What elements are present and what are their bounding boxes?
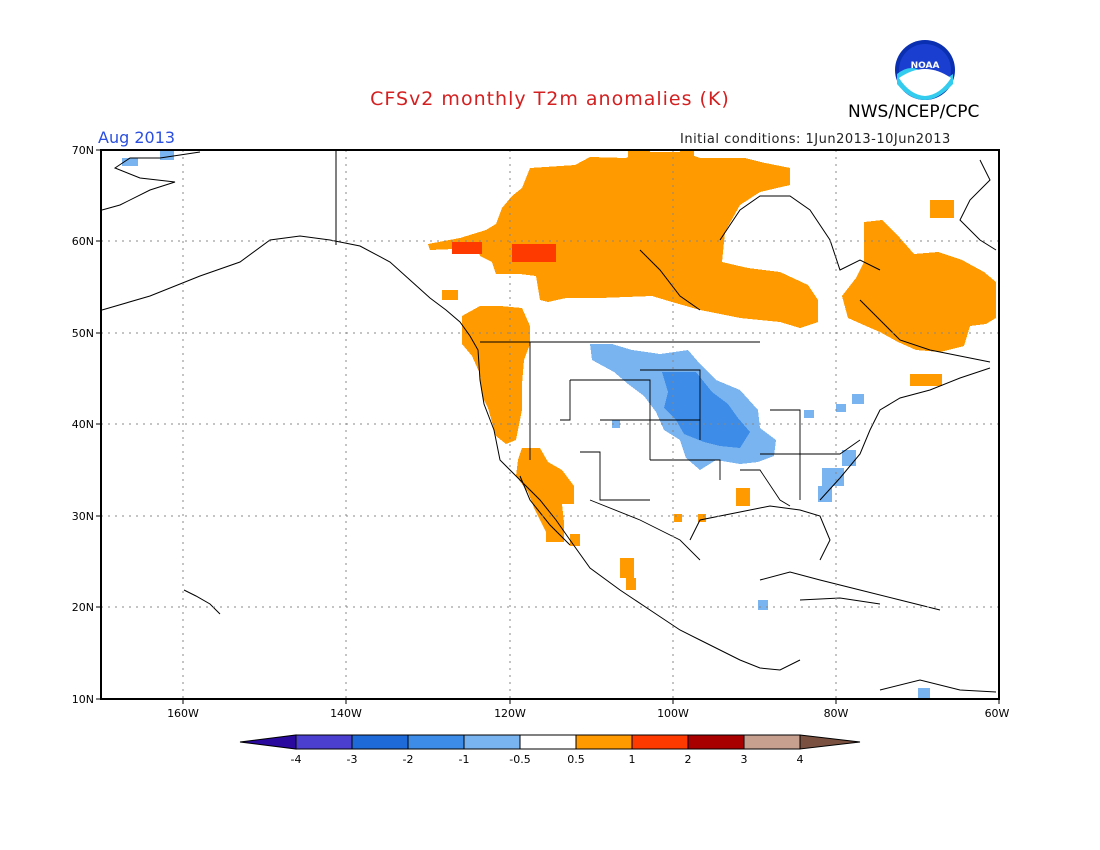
colorbar-swatch xyxy=(743,734,801,750)
initial-conditions: Initial conditions: 1Jun2013-10Jun2013 xyxy=(680,132,951,147)
colorbar-swatch xyxy=(295,734,353,750)
lat-label: 60N xyxy=(72,235,94,248)
colorbar-swatch xyxy=(351,734,409,750)
lon-label: 160W xyxy=(167,707,199,720)
anomaly-nw-canada-hot xyxy=(452,242,482,254)
lon-label: 120W xyxy=(494,707,526,720)
anomaly-midwest-cooler xyxy=(662,372,750,448)
agency-label: NWS/NCEP/CPC xyxy=(848,102,980,122)
anomaly-fields xyxy=(122,150,996,698)
colorbar-label: 3 xyxy=(741,753,748,766)
lat-label: 50N xyxy=(72,327,94,340)
map-title: CFSv2 monthly T2m anomalies (K) xyxy=(370,88,730,110)
colorbar-swatch xyxy=(687,734,745,750)
colorbar-label: -2 xyxy=(403,753,414,766)
colorbar-swatch xyxy=(631,734,689,750)
colorbar-label: 4 xyxy=(797,753,804,766)
colorbar-arrow-right xyxy=(799,734,861,750)
lat-label: 40N xyxy=(72,418,94,431)
colorbar-swatch xyxy=(519,734,577,750)
anomaly-west-coast-warm xyxy=(462,306,530,444)
colorbar-label: 2 xyxy=(685,753,692,766)
colorbar-arrow-left xyxy=(239,734,297,750)
lat-labels: 70N 60N 50N 40N 30N 20N 10N xyxy=(72,144,94,706)
colorbar-label: -4 xyxy=(291,753,302,766)
colorbar xyxy=(239,734,861,750)
noaa-logo: NOAA xyxy=(895,40,955,100)
colorbar-label: 0.5 xyxy=(567,753,585,766)
anomaly-quebec-warm xyxy=(842,220,996,352)
lon-labels: 160W 140W 120W 100W 80W 60W xyxy=(167,707,1009,720)
colorbar-label: -3 xyxy=(347,753,358,766)
forecast-period: Aug 2013 xyxy=(98,128,176,147)
colorbar-labels: -4 -3 -2 -1 -0.5 0.5 1 2 3 4 xyxy=(291,753,804,766)
lon-label: 100W xyxy=(657,707,689,720)
anomaly-canada-north-warm xyxy=(428,152,818,328)
lat-label: 20N xyxy=(72,601,94,614)
colorbar-label: 1 xyxy=(629,753,636,766)
colorbar-swatch xyxy=(575,734,633,750)
anomaly-baffin-warm xyxy=(930,200,954,218)
colorbar-label: -0.5 xyxy=(509,753,530,766)
axis-ticks xyxy=(96,149,1000,704)
lon-label: 60W xyxy=(985,707,1010,720)
colorbar-label: -1 xyxy=(459,753,470,766)
colorbar-swatch xyxy=(463,734,521,750)
lat-label: 30N xyxy=(72,510,94,523)
lat-label: 10N xyxy=(72,693,94,706)
lat-label: 70N xyxy=(72,144,94,157)
noaa-logo-text: NOAA xyxy=(911,61,940,71)
colorbar-swatch xyxy=(407,734,465,750)
graticule xyxy=(101,150,999,699)
political-borders xyxy=(480,341,861,561)
lon-label: 80W xyxy=(824,707,849,720)
lon-label: 140W xyxy=(330,707,362,720)
